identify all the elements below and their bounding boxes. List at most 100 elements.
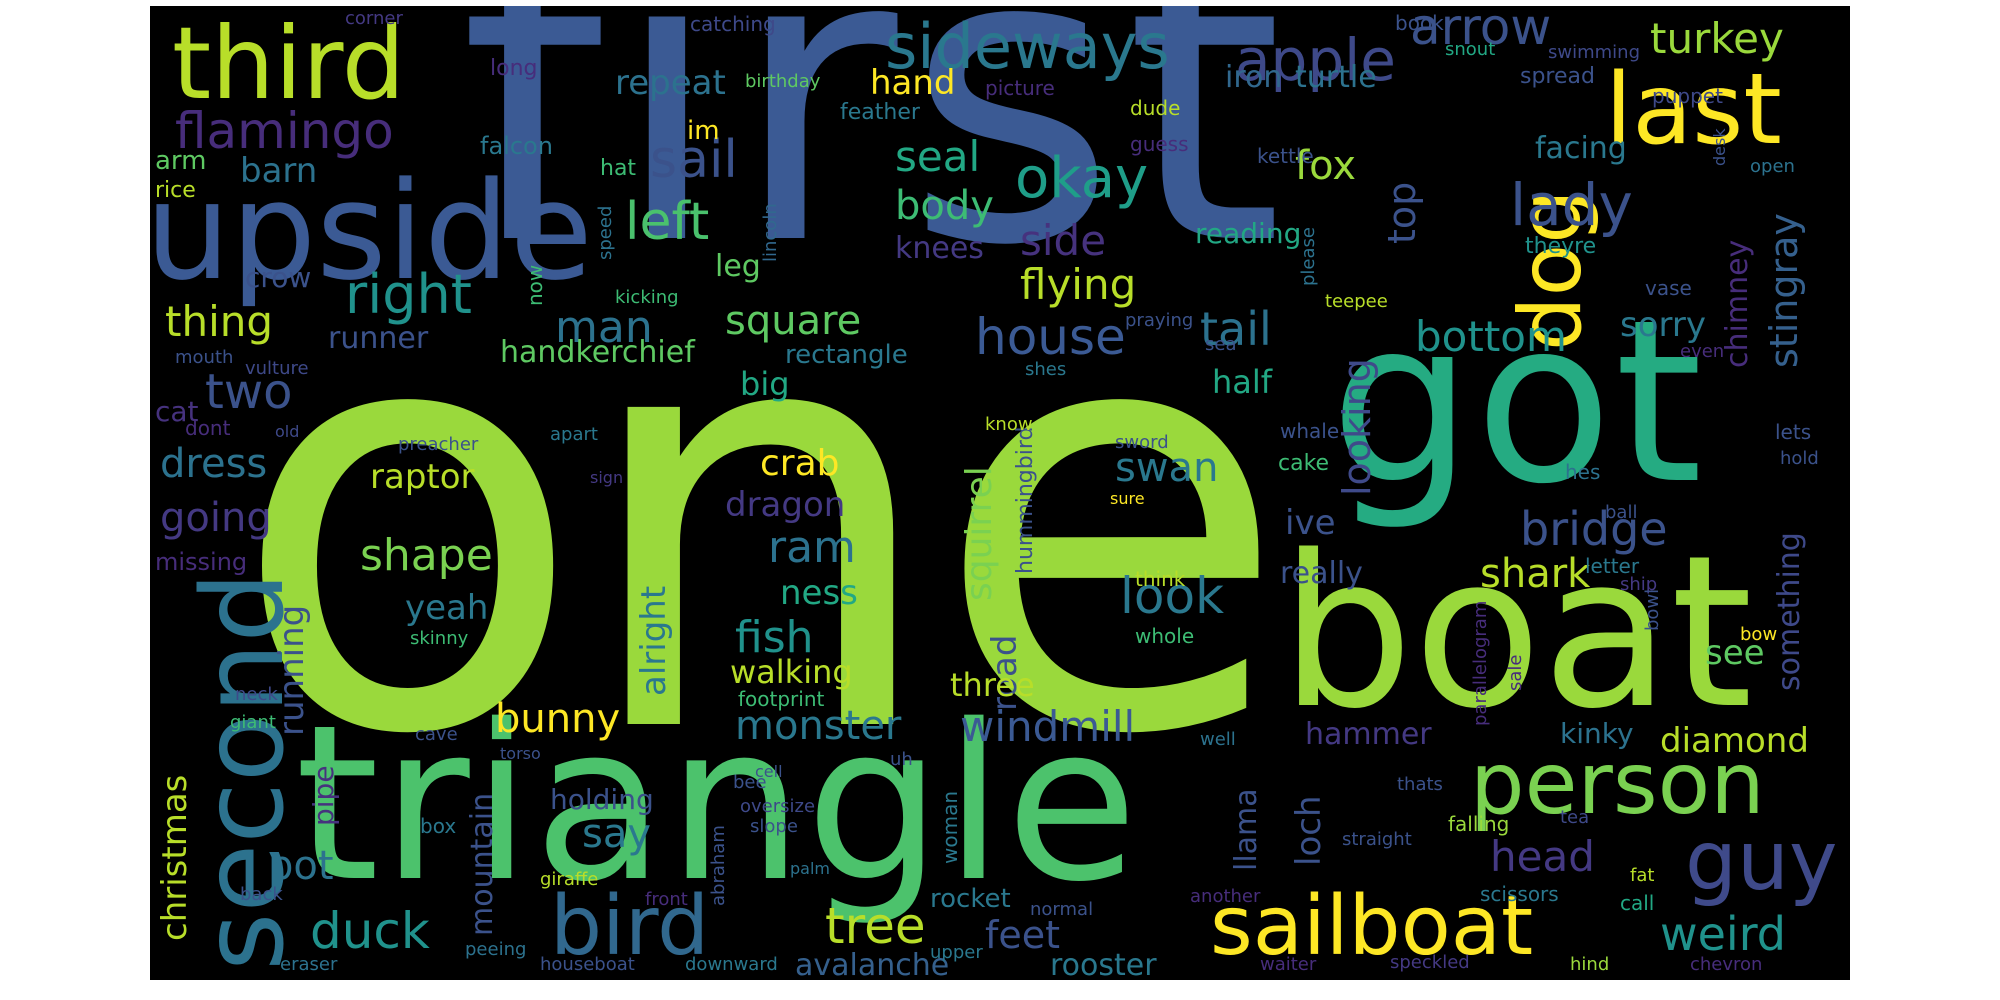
word-pipe: pipe (307, 765, 340, 826)
word-sale: sale (1505, 654, 1526, 691)
word-giraffe: giraffe (540, 869, 599, 890)
word-chevron: chevron (1690, 954, 1763, 975)
word-thats: thats (1397, 774, 1443, 795)
word-facing: facing (1535, 131, 1627, 166)
word-third: third (172, 6, 406, 122)
word-corner: corner (345, 8, 403, 29)
word-woman: woman (938, 790, 962, 864)
word-rooster: rooster (1050, 948, 1157, 981)
word-hammer: hammer (1305, 717, 1432, 752)
word-guy: guy (1685, 814, 1838, 909)
word-palm: palm (790, 859, 830, 878)
word-apple: apple (1235, 26, 1396, 94)
word-lady: lady (1510, 171, 1633, 239)
word-say: say (582, 811, 652, 857)
word-ball: ball (1605, 502, 1638, 523)
word-okay: okay (1015, 146, 1149, 211)
word-square: square (725, 298, 862, 344)
word-leg: leg (715, 249, 761, 284)
word-now: now (523, 264, 547, 306)
word-something: something (1772, 532, 1807, 691)
word-turtle: turtle (1295, 60, 1377, 95)
word-handkerchief: handkerchief (500, 335, 695, 370)
word-swan: swan (1115, 445, 1219, 491)
word-bee: bee (733, 772, 767, 793)
word-letter: letter (1585, 554, 1640, 578)
word-seal: seal (895, 132, 981, 181)
word-old: old (275, 422, 300, 441)
word-hes: hes (1565, 460, 1601, 484)
word-speed: speed (595, 205, 616, 260)
word-head: head (1490, 832, 1595, 881)
word-squirrel: squirrel (959, 466, 1000, 601)
word-arrow: arrow (1410, 6, 1552, 56)
word-knees: knees (895, 231, 984, 266)
word-crab: crab (760, 443, 840, 484)
word-falcon: falcon (480, 132, 553, 160)
word-hat: hat (600, 156, 637, 181)
word-missing: missing (155, 548, 248, 576)
word-top: top (1380, 181, 1424, 244)
word-look: look (1120, 567, 1225, 625)
word-im: im (687, 116, 720, 146)
word-normal: normal (1030, 899, 1094, 920)
word-puppet: puppet (1652, 84, 1723, 108)
word-dont: dont (185, 416, 231, 440)
word-bird: bird (550, 879, 710, 974)
word-cave: cave (415, 724, 458, 745)
word-well: well (1200, 729, 1236, 750)
word-lets: lets (1775, 420, 1812, 444)
word-two: two (205, 364, 293, 420)
word-torso: torso (500, 744, 541, 763)
word-front: front (645, 889, 688, 910)
word-last: last (1605, 53, 1782, 167)
word-fox: fox (1295, 143, 1356, 189)
word-flamingo: flamingo (175, 102, 394, 160)
word-cat: cat (155, 395, 199, 428)
word-feather: feather (840, 100, 920, 125)
word-house: house (975, 308, 1126, 366)
word-kinky: kinky (1560, 717, 1634, 750)
word-cake: cake (1278, 451, 1330, 476)
word-tea: tea (1560, 807, 1590, 828)
word-bottom: bottom (1415, 312, 1567, 361)
word-sure: sure (1110, 489, 1145, 508)
word-uh: uh (890, 749, 913, 770)
word-open: open (1750, 156, 1795, 177)
word-holding: holding (550, 783, 654, 816)
word-theyre: theyre (1525, 234, 1597, 259)
word-fat: fat (1630, 865, 1655, 886)
word-vase: vase (1645, 276, 1692, 300)
word-rice: rice (155, 178, 196, 203)
word-crow: crow (245, 261, 312, 294)
word-mountain: mountain (465, 792, 500, 936)
word-tree: tree (825, 897, 926, 955)
word-body: body (895, 183, 994, 229)
word-sailboat: sailboat (1210, 879, 1534, 974)
word-fish: fish (735, 612, 814, 663)
word-turkey: turkey (1650, 14, 1784, 63)
word-lincoln: lincoln (760, 203, 781, 262)
word-sail: sail (650, 130, 738, 190)
word-abraham: abraham (708, 825, 729, 906)
word-dragon: dragon (725, 485, 846, 525)
word-ive: ive (1285, 503, 1336, 543)
word-three: three (950, 666, 1035, 704)
word-speckled: speckled (1390, 952, 1470, 973)
word-christmas: christmas (155, 774, 195, 941)
word-raptor: raptor (370, 457, 475, 497)
word-hold: hold (1780, 448, 1819, 469)
word-mouth: mouth (175, 347, 234, 368)
word-monster: monster (735, 703, 902, 749)
word-first: first (460, 6, 1292, 334)
word-picture: picture (985, 76, 1055, 100)
word-person: person (1470, 734, 1765, 834)
word-big: big (740, 365, 790, 403)
word-book: book (1395, 11, 1444, 35)
word-weird: weird (1660, 907, 1787, 961)
word-sorry: sorry (1620, 305, 1706, 345)
word-ram: ram (768, 522, 856, 573)
word-rocket: rocket (930, 884, 1011, 914)
word-straight: straight (1342, 829, 1412, 850)
word-iron: iron (1225, 60, 1283, 95)
